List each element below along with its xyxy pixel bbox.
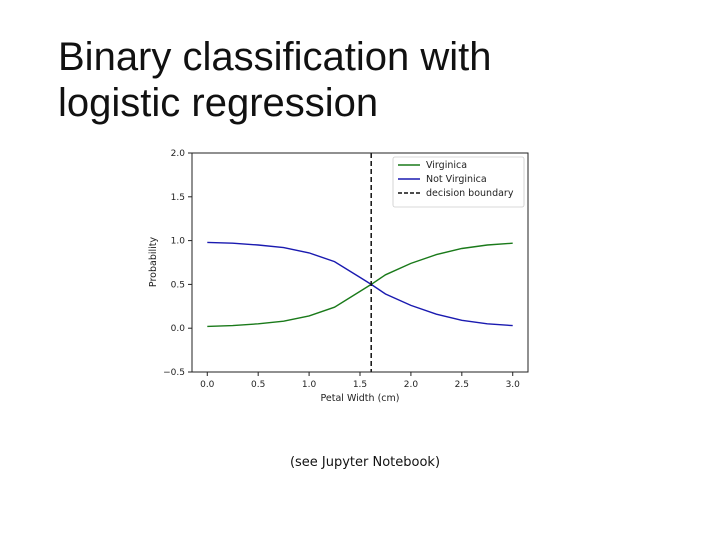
x-tick-label: 0.5 <box>251 380 265 390</box>
y-tick-label: 2.0 <box>171 149 186 159</box>
x-tick-label: 1.5 <box>353 380 367 390</box>
legend-label: Virginica <box>426 160 467 171</box>
y-axis-label: Probability <box>148 237 159 288</box>
y-tick-label: 0.5 <box>171 280 185 290</box>
slide-title-line-2: logistic regression <box>58 81 379 125</box>
legend-box <box>392 156 525 208</box>
x-tick-label: 2.0 <box>404 380 419 390</box>
caption: (see Jupyter Notebook) <box>289 455 441 470</box>
y-axis: −0.5 0.0 0.5 1.0 1.5 2.0 <box>163 149 192 378</box>
series-line-not-virginica <box>207 241 513 327</box>
slide-title: Binary classification with logistic regr… <box>58 34 698 126</box>
probability-chart: 0.0 0.5 1.0 1.5 2.0 2.5 3.0 −0.5 0.0 0.5 1.0 1.5 2.… <box>148 149 529 404</box>
y-tick-label: −0.5 <box>163 368 185 378</box>
x-tick-label: 0.0 <box>200 380 215 390</box>
x-tick-label: 3.0 <box>506 380 521 390</box>
y-tick-label: 1.5 <box>171 193 185 203</box>
y-tick-label: 0.0 <box>171 324 186 334</box>
y-tick-label: 1.0 <box>171 237 186 247</box>
series-line-virginica <box>207 242 513 328</box>
slide-title-line-1: Binary classification with <box>58 35 492 79</box>
x-tick-label: 2.5 <box>455 380 469 390</box>
plot-layer <box>207 153 513 372</box>
x-tick-label: 1.0 <box>302 380 317 390</box>
legend: Virginica Not Virginica decision boundary <box>392 156 525 208</box>
x-axis: 0.0 0.5 1.0 1.5 2.0 2.5 3.0 <box>200 372 520 390</box>
legend-label: Not Virginica <box>426 174 487 185</box>
x-axis-label: Petal Width (cm) <box>321 393 400 404</box>
legend-label: decision boundary <box>426 188 514 199</box>
